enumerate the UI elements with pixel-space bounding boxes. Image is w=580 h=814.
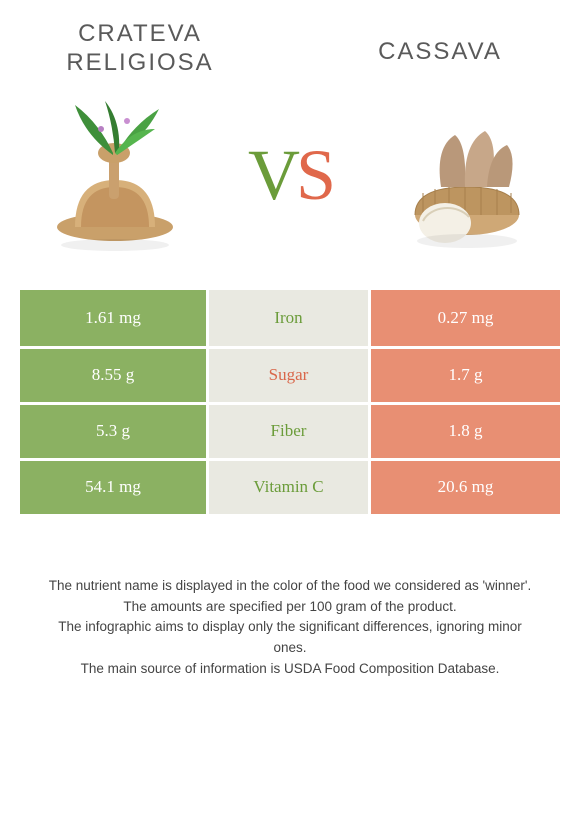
table-row: 8.55 g Sugar 1.7 g (20, 346, 560, 402)
nutrient-table: 1.61 mg Iron 0.27 mg 8.55 g Sugar 1.7 g … (18, 288, 562, 516)
table-row: 54.1 mg Vitamin C 20.6 mg (20, 458, 560, 514)
footnote-line: The amounts are specified per 100 gram o… (40, 597, 540, 618)
vs-v: V (248, 135, 296, 215)
left-value: 8.55 g (20, 349, 209, 402)
left-food-title: Crateva religiosa (30, 20, 250, 78)
nutrient-name: Iron (209, 290, 371, 346)
right-value: 1.8 g (371, 405, 560, 458)
left-value: 54.1 mg (20, 461, 209, 514)
nutrient-name: Sugar (209, 349, 371, 402)
vs-label: VS (248, 139, 332, 211)
left-value: 5.3 g (20, 405, 209, 458)
right-value: 20.6 mg (371, 461, 560, 514)
right-value: 0.27 mg (371, 290, 560, 346)
table-row: 1.61 mg Iron 0.27 mg (20, 290, 560, 346)
table-row: 5.3 g Fiber 1.8 g (20, 402, 560, 458)
footnote-line: The infographic aims to display only the… (40, 617, 540, 659)
footnotes: The nutrient name is displayed in the co… (0, 516, 580, 681)
vs-s: S (296, 135, 332, 215)
right-food-image (380, 90, 550, 260)
left-value: 1.61 mg (20, 290, 209, 346)
nutrient-name: Vitamin C (209, 461, 371, 514)
left-food-image (30, 90, 200, 260)
nutrient-name: Fiber (209, 405, 371, 458)
footnote-line: The nutrient name is displayed in the co… (40, 576, 540, 597)
right-value: 1.7 g (371, 349, 560, 402)
footnote-line: The main source of information is USDA F… (40, 659, 540, 680)
right-food-title: Cassava (330, 20, 550, 67)
